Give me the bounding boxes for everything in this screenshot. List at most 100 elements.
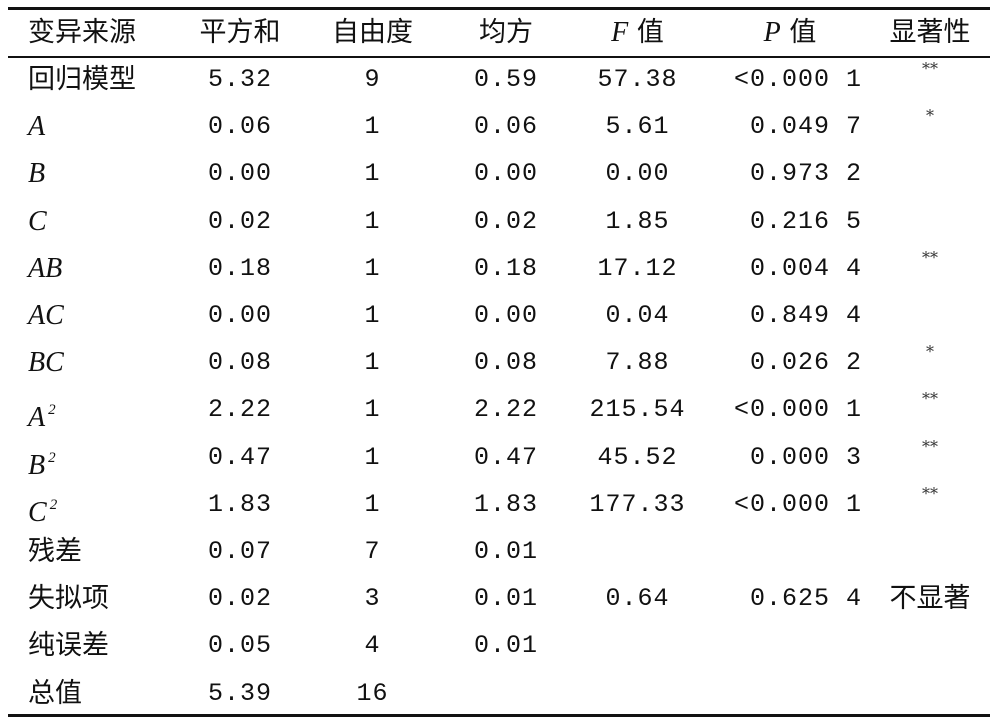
table-cell: 0.06 <box>207 112 272 142</box>
row-label: 失拟项 <box>28 583 109 615</box>
header-cell: F 值 <box>575 13 700 53</box>
table-cell: 0.59 <box>473 65 538 94</box>
row-label: A <box>28 111 46 143</box>
header-cell: 显著性 <box>889 17 971 48</box>
table-cell: 1 <box>364 489 381 519</box>
table-cell: 1 <box>364 206 381 236</box>
table-cell: 0.02 <box>207 584 272 614</box>
table-cell: 4 <box>364 631 381 661</box>
table-cell: 9 <box>364 65 381 94</box>
header-variable: F <box>611 17 629 48</box>
table-cell: 0.47 <box>207 442 272 472</box>
table-cell: ** <box>922 483 938 503</box>
table-cell: 7.88 <box>605 348 670 378</box>
table-cell: 0.01 <box>473 584 538 614</box>
row-label: AB <box>28 252 63 284</box>
table-cell: ** <box>922 389 938 409</box>
label-superscript: 2 <box>48 402 56 419</box>
header-cell: P 值 <box>710 13 870 53</box>
table-cell: ** <box>922 59 938 78</box>
label-superscript: 2 <box>49 496 58 513</box>
table-cell: 0.01 <box>473 631 538 661</box>
table-cell: 0.04 <box>605 301 670 330</box>
table-cell: 1 <box>364 348 381 378</box>
label-base: B <box>28 449 46 481</box>
table-cell: 2.22 <box>207 395 272 425</box>
table-cell: 0.000 3 <box>749 442 862 472</box>
table-cell: 215.54 <box>589 395 686 425</box>
table-cell: 0.00 <box>473 301 538 330</box>
header-variable: P <box>763 17 781 48</box>
table-cell: 16 <box>356 678 389 708</box>
table-cell: 0.18 <box>207 253 272 283</box>
table-cell: <0.000 1 <box>733 489 862 519</box>
row-label: 残差 <box>28 536 82 567</box>
table-cell: 1 <box>364 112 381 142</box>
table-cell: 1 <box>364 301 381 330</box>
table-cell: 0.02 <box>473 206 538 236</box>
table-cell: 1 <box>364 442 381 472</box>
table-cell: 2.22 <box>473 395 538 425</box>
label-base: A <box>28 402 46 434</box>
label-superscript: 2 <box>48 449 56 466</box>
table-cell: 0.00 <box>473 159 538 189</box>
table-cell: 7 <box>364 537 381 566</box>
table-cell: 0.08 <box>473 348 538 378</box>
table-cell: 1 <box>364 253 381 283</box>
row-label: BC <box>28 347 64 379</box>
table-cell: 0.973 2 <box>749 159 862 189</box>
table-cell: 不显著 <box>889 583 971 615</box>
table-cell: 0.01 <box>473 537 538 566</box>
table-cell: 0.026 2 <box>749 348 862 378</box>
table-cell: 0.625 4 <box>749 584 862 614</box>
table-cell: 0.06 <box>473 112 538 142</box>
table-cell: 177.33 <box>589 489 686 519</box>
table-cell: 0.00 <box>207 301 272 330</box>
header-cell: 平方和 <box>199 17 281 48</box>
table-cell: 0.07 <box>207 537 272 566</box>
table-cell: * <box>926 106 934 126</box>
row-label: 纯误差 <box>28 630 109 662</box>
table-cell: 0.08 <box>207 348 272 378</box>
row-label: AC <box>28 300 64 331</box>
table-cell: 5.32 <box>207 65 272 94</box>
table-cell: 45.52 <box>597 442 678 472</box>
header-cell: 变异来源 <box>28 17 136 48</box>
table-cell: 1 <box>364 159 381 189</box>
table-cell: 0.64 <box>605 584 670 614</box>
header-cell: 均方 <box>479 17 533 48</box>
table-cell: ** <box>922 247 938 267</box>
row-label: C <box>28 205 47 237</box>
header-rule <box>8 56 990 58</box>
table-cell: 0.849 4 <box>749 301 862 330</box>
table-cell: * <box>926 342 934 362</box>
table-cell: 0.216 5 <box>749 206 862 236</box>
table-cell: 0.02 <box>207 206 272 236</box>
table-cell: 1.83 <box>473 489 538 519</box>
table-cell: <0.000 1 <box>733 395 862 425</box>
row-label: 总值 <box>28 677 82 709</box>
header-text: 值 <box>636 17 664 48</box>
table-cell: 0.47 <box>473 442 538 472</box>
table-cell: 5.39 <box>207 678 272 708</box>
table-cell: 0.00 <box>605 159 670 189</box>
table-cell: 17.12 <box>597 253 678 283</box>
header-cell: 自由度 <box>332 17 413 48</box>
table-cell: 3 <box>364 584 381 614</box>
table-cell: 0.004 4 <box>749 253 862 283</box>
table-cell: <0.000 1 <box>733 65 862 94</box>
table-cell: 1.85 <box>605 206 670 236</box>
spacer <box>628 17 637 48</box>
table-cell: 57.38 <box>597 65 678 94</box>
table-cell: 5.61 <box>605 112 670 142</box>
table-cell: 1.83 <box>207 489 272 519</box>
table-cell: 0.18 <box>473 253 538 283</box>
table-cell: 0.05 <box>207 631 272 661</box>
header-text: 值 <box>789 17 817 48</box>
table-cell: 1 <box>364 395 381 425</box>
bottom-rule <box>8 714 990 717</box>
